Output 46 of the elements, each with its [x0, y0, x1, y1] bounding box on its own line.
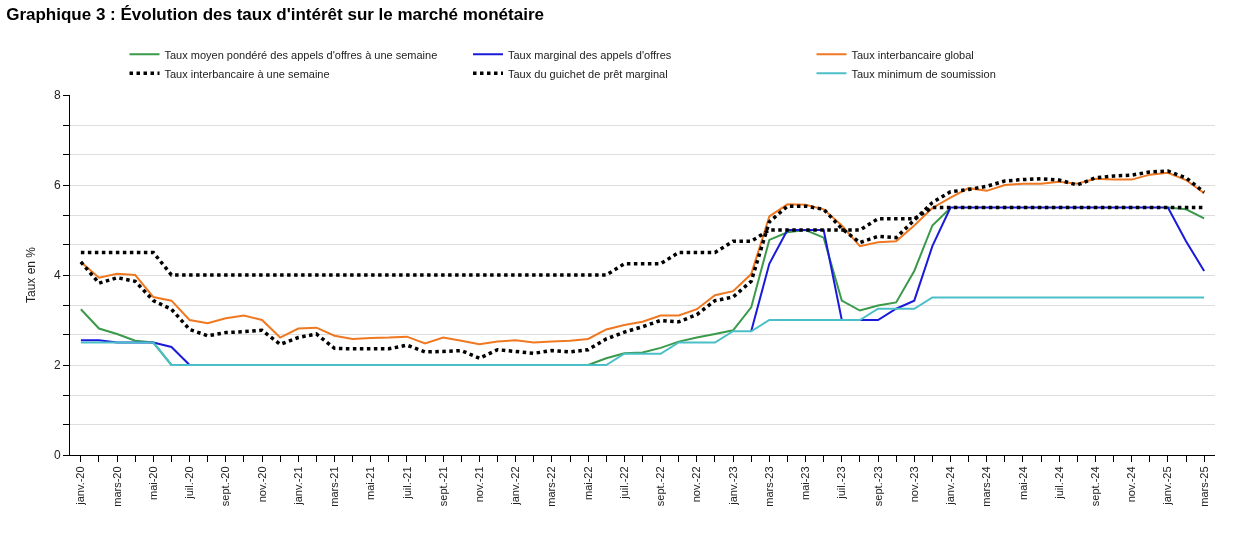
y-axis-title: Taux en %	[24, 246, 39, 304]
legend-label: Taux minimum de soumission	[851, 67, 996, 80]
x-tick-label: juil.-24	[1052, 466, 1065, 500]
x-tick-label: nov.-20	[255, 466, 268, 503]
x-tick-label: sept.-22	[654, 466, 667, 507]
x-tick-label: mars-20	[110, 466, 123, 507]
y-tick-label: 4	[53, 268, 61, 283]
chart-title: Graphique 3 : Évolution des taux d'intérêt sur le marché monétaire	[6, 5, 544, 25]
x-tick-label: nov.-22	[690, 466, 703, 503]
x-tick-label: juil.-21	[400, 466, 413, 500]
x-tick-label: mars-21	[328, 466, 341, 507]
y-tick-label: 0	[53, 448, 61, 463]
x-tick-label: janv.-20	[74, 466, 87, 506]
x-tick-label: juil.-23	[835, 466, 848, 500]
x-tick-label: janv.-23	[726, 466, 739, 506]
x-tick-label: mai-21	[364, 466, 377, 501]
x-tick-label: sept.-24	[1089, 466, 1102, 507]
x-tick-label: mars-22	[545, 466, 558, 507]
x-tick-label: mars-24	[980, 466, 993, 507]
x-tick-label: mars-25	[1197, 466, 1210, 507]
x-tick-label: sept.-20	[219, 466, 232, 507]
x-tick-label: janv.-22	[509, 466, 522, 506]
legend-label: Taux du guichet de prêt marginal	[508, 67, 668, 80]
x-tick-label: janv.-21	[291, 466, 304, 506]
x-tick-label: nov.-23	[907, 466, 920, 503]
x-tick-label: juil.-20	[183, 466, 196, 500]
x-tick-label: janv.-25	[1161, 466, 1174, 506]
x-tick-label: janv.-24	[944, 466, 957, 506]
x-tick-label: sept.-23	[871, 466, 884, 507]
x-tick-label: mai-22	[581, 466, 594, 501]
legend-label: Taux interbancaire global	[851, 48, 974, 61]
x-tick-label: nov.-24	[1125, 466, 1138, 503]
x-tick-label: nov.-21	[473, 466, 486, 503]
y-tick-label: 2	[53, 358, 61, 373]
legend-label: Taux interbancaire à une semaine	[164, 67, 330, 80]
y-tick-label: 8	[53, 88, 61, 103]
x-tick-label: sept.-21	[436, 466, 449, 507]
x-tick-label: mai-23	[799, 466, 812, 501]
x-tick-label: mars-23	[762, 466, 775, 507]
x-tick-label: mai-20	[146, 466, 159, 501]
x-tick-label: juil.-22	[617, 466, 630, 500]
legend-label: Taux moyen pondéré des appels d'offres à une semaine	[164, 48, 438, 61]
y-tick-label: 6	[53, 178, 61, 193]
legend-label: Taux marginal des appels d'offres	[508, 48, 672, 61]
x-tick-label: mai-24	[1016, 466, 1029, 501]
line-series	[79, 296, 1206, 366]
